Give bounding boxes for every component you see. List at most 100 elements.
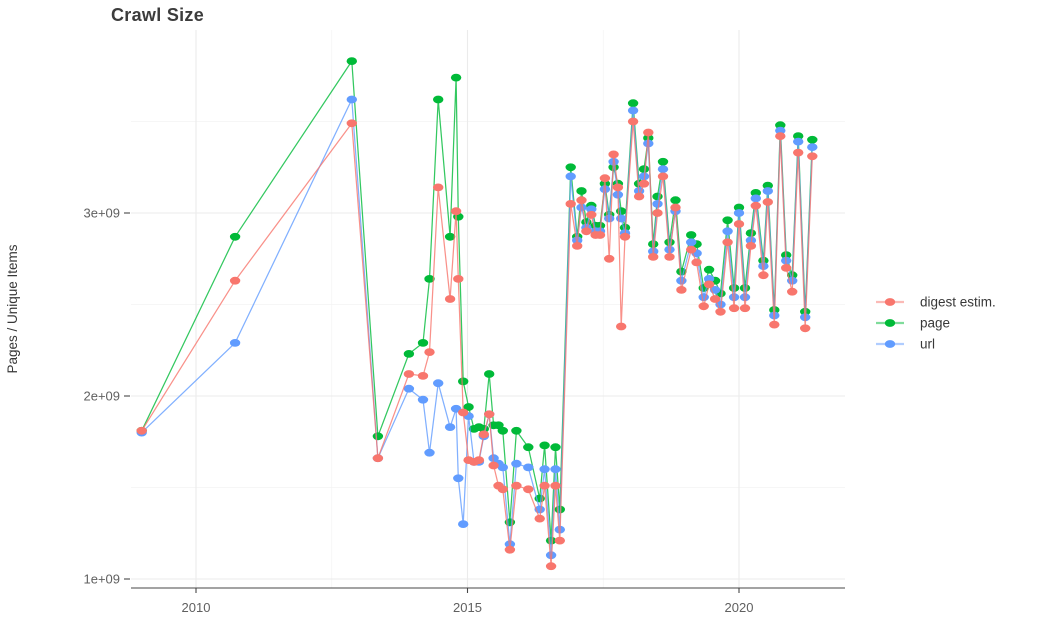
data-point-page [703, 265, 715, 274]
data-point-url [775, 126, 786, 135]
data-point-digest-estim [722, 238, 733, 247]
data-point-digest-estim [686, 245, 697, 254]
data-point-page [657, 157, 669, 166]
data-point-url [346, 95, 357, 104]
legend-key-dot-digest-estim [884, 298, 896, 306]
data-point-url [739, 293, 751, 302]
legend-item-digest-estim: digest estim. [876, 295, 996, 310]
data-point-digest-estim [372, 454, 384, 463]
data-point-digest-estim [576, 196, 587, 205]
data-point-digest-estim [633, 192, 645, 201]
data-point-url [698, 293, 709, 302]
data-point-digest-estim [581, 227, 592, 236]
data-point-page [372, 432, 384, 441]
data-point-url [686, 238, 697, 247]
data-point-page [444, 232, 456, 241]
data-point-digest-estim [800, 324, 811, 333]
data-point-page [403, 350, 415, 358]
legend-item-url: url [876, 337, 935, 352]
data-point-digest-estim [728, 304, 740, 313]
data-point-url [229, 339, 241, 347]
data-point-url [807, 143, 818, 152]
data-point-digest-estim [444, 295, 456, 303]
data-point-page [484, 370, 495, 378]
series-line-url [141, 98, 813, 556]
data-point-page [229, 232, 241, 241]
data-point-digest-estim [807, 152, 818, 161]
data-point-url [565, 172, 576, 181]
data-point-digest-estim [769, 320, 780, 329]
data-point-url [417, 395, 429, 404]
data-point-page [807, 135, 818, 144]
data-point-digest-estim [523, 485, 534, 494]
data-point-page [565, 163, 576, 172]
data-point-url [703, 275, 715, 283]
gridlines [131, 30, 845, 588]
data-point-page [346, 57, 357, 65]
data-point-page [523, 443, 534, 452]
data-point-digest-estim [478, 430, 489, 439]
data-point-url [586, 205, 597, 214]
data-point-digest-estim [586, 210, 597, 219]
data-point-digest-estim [638, 179, 650, 188]
data-point-digest-estim [450, 207, 462, 216]
data-point-url [657, 165, 669, 174]
data-point-digest-estim [608, 150, 619, 159]
data-point-url [728, 293, 740, 302]
data-point-url [511, 459, 522, 468]
data-point-page [497, 426, 508, 435]
data-point-url [576, 203, 587, 212]
data-point-digest-estim [670, 203, 681, 212]
data-point-page [670, 196, 681, 205]
data-point-digest-estim [691, 258, 702, 267]
data-series [136, 57, 818, 571]
data-point-digest-estim [715, 307, 726, 316]
data-point-page [638, 165, 650, 174]
data-point-digest-estim [550, 481, 561, 490]
data-point-url [722, 227, 733, 236]
data-point-url [550, 465, 561, 474]
data-point-page [762, 181, 773, 190]
legend-key-dot-page [884, 319, 896, 327]
data-point-page [511, 426, 522, 435]
data-point-page [576, 187, 587, 195]
data-point-page [424, 275, 435, 283]
data-point-url [604, 214, 615, 223]
data-point-page [775, 121, 786, 130]
data-point-url [627, 106, 639, 115]
data-point-digest-estim [565, 200, 576, 208]
data-point-page [433, 95, 444, 104]
data-point-digest-estim [612, 183, 624, 192]
y-axis-title: Pages / Unique Items [5, 244, 20, 373]
data-point-url [745, 236, 757, 245]
data-point-digest-estim [424, 348, 435, 356]
data-point-url [762, 187, 773, 195]
data-point-digest-estim [511, 481, 522, 490]
data-point-digest-estim [136, 426, 147, 435]
data-point-digest-estim [545, 562, 557, 571]
data-point-digest-estim [758, 271, 769, 280]
data-point-digest-estim [458, 408, 469, 417]
data-point-digest-estim [676, 286, 687, 294]
data-point-digest-estim [417, 372, 429, 380]
data-point-page [458, 377, 469, 386]
data-point-url [750, 194, 761, 203]
series-line-digest-estim [141, 120, 813, 567]
data-point-url [616, 214, 627, 223]
data-point-digest-estim [703, 280, 715, 289]
data-point-url [403, 384, 415, 393]
data-point-digest-estim [433, 183, 444, 192]
data-point-digest-estim [698, 302, 709, 311]
data-point-digest-estim [497, 485, 508, 494]
data-point-digest-estim [572, 242, 583, 250]
data-point-digest-estim [453, 275, 464, 283]
legend: digest estim. page url [876, 295, 996, 352]
data-point-digest-estim [594, 231, 606, 239]
data-point-digest-estim [534, 514, 545, 523]
data-point-digest-estim [403, 370, 415, 378]
data-point-url [793, 137, 804, 146]
legend-item-label: url [920, 337, 935, 352]
data-point-url [497, 463, 508, 472]
data-point-url [523, 463, 534, 472]
